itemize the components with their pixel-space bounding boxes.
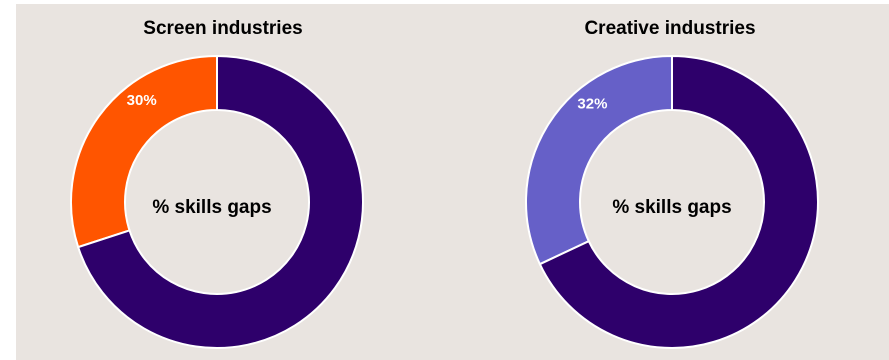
slice-0-1 [76, 54, 364, 349]
creative-industries-panel: Creative industries 32% % skills gaps [510, 4, 830, 360]
chart-title-creative: Creative industries [584, 18, 756, 39]
donut-chart-creative: 32% % skills gaps [525, 54, 819, 349]
slice-0-0 [70, 54, 218, 249]
center-label-screen: % skills gaps [152, 197, 271, 218]
donut-chart-screen: 30% % skills gaps [70, 54, 364, 349]
center-label-creative: % skills gaps [612, 197, 731, 218]
slice-1-0 [525, 54, 673, 266]
chart-title-screen: Screen industries [143, 18, 303, 39]
slice-1-1 [538, 54, 819, 349]
screen-industries-panel: Screen industries 30% % skills gaps [63, 4, 383, 360]
chart-figure: Screen industries 30% % skills gaps Crea… [16, 4, 889, 360]
slice-label-0-0: 30% [127, 92, 157, 109]
slice-label-1-0: 32% [577, 95, 607, 112]
